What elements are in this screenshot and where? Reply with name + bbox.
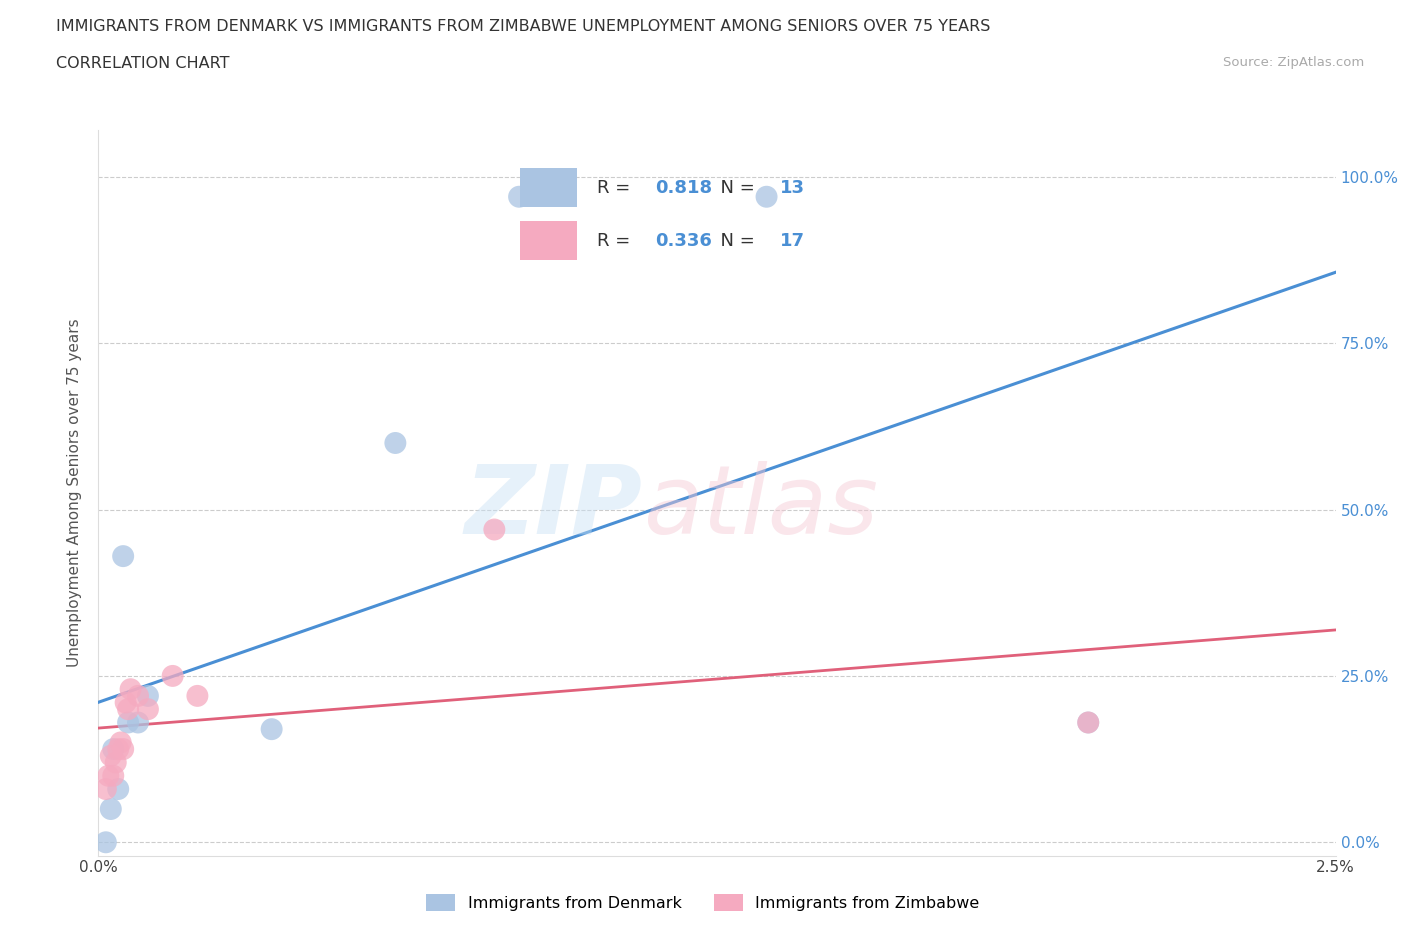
Point <box>755 190 778 205</box>
Point <box>120 682 142 697</box>
Point <box>186 688 208 703</box>
Point <box>94 835 117 850</box>
Point <box>127 715 149 730</box>
Point <box>1077 715 1099 730</box>
Text: Source: ZipAtlas.com: Source: ZipAtlas.com <box>1223 56 1364 69</box>
Text: IMMIGRANTS FROM DENMARK VS IMMIGRANTS FROM ZIMBABWE UNEMPLOYMENT AMONG SENIORS O: IMMIGRANTS FROM DENMARK VS IMMIGRANTS FR… <box>56 19 991 33</box>
Point <box>112 742 135 757</box>
Point <box>117 715 139 730</box>
Point <box>107 781 129 796</box>
Point <box>162 669 184 684</box>
Point <box>103 742 125 757</box>
Legend: Immigrants from Denmark, Immigrants from Zimbabwe: Immigrants from Denmark, Immigrants from… <box>420 888 986 917</box>
Point <box>100 749 122 764</box>
Point <box>107 742 129 757</box>
Point <box>94 781 117 796</box>
Point <box>112 549 135 564</box>
Text: atlas: atlas <box>643 461 877 554</box>
Text: ZIP: ZIP <box>465 461 643 554</box>
Point <box>100 802 122 817</box>
Point <box>110 735 132 750</box>
Point <box>117 702 139 717</box>
Point <box>260 722 283 737</box>
Point <box>508 190 530 205</box>
Point <box>127 688 149 703</box>
Point <box>103 768 125 783</box>
Point <box>1077 715 1099 730</box>
Point <box>114 695 136 710</box>
Point <box>136 688 159 703</box>
Point <box>484 522 506 537</box>
Point <box>97 768 120 783</box>
Y-axis label: Unemployment Among Seniors over 75 years: Unemployment Among Seniors over 75 years <box>67 319 83 667</box>
Text: CORRELATION CHART: CORRELATION CHART <box>56 56 229 71</box>
Point <box>384 435 406 450</box>
Point <box>136 702 159 717</box>
Point <box>104 755 127 770</box>
